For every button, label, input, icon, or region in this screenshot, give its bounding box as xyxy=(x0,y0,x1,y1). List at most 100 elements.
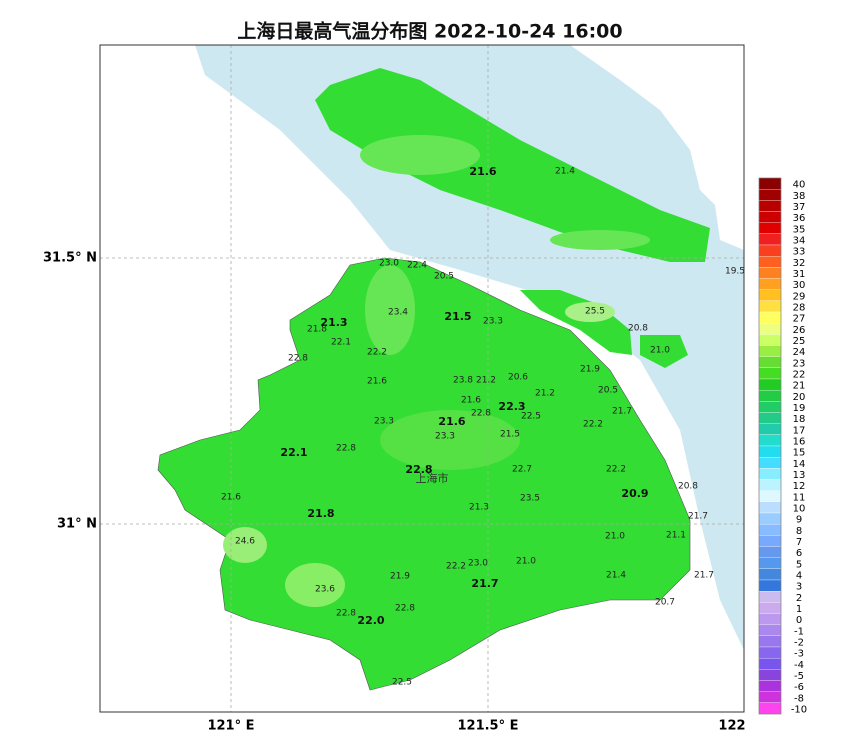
warm-patch xyxy=(565,302,615,322)
colorbar-swatch xyxy=(758,669,782,681)
colorbar-swatch xyxy=(758,323,782,335)
chongming xyxy=(315,68,710,262)
plot-frame xyxy=(99,44,745,713)
colorbar-label: 11 xyxy=(793,492,806,503)
station-value: 23.0 xyxy=(468,559,488,569)
colorbar-label: 4 xyxy=(796,570,802,581)
colorbar-swatch xyxy=(758,267,782,279)
colorbar-label: -3 xyxy=(794,649,804,660)
lon-label: 122 xyxy=(718,719,745,734)
colorbar-swatch xyxy=(758,591,782,603)
colorbar-label: 27 xyxy=(793,314,806,325)
colorbar-swatch xyxy=(758,702,782,715)
colorbar-label: 23 xyxy=(793,358,806,369)
colorbar-label: 6 xyxy=(796,548,802,559)
colorbar-swatch xyxy=(758,557,782,569)
district-value: 21.6 xyxy=(438,415,465,428)
title: 上海日最高气温分布图 2022-10-24 16:00 xyxy=(237,20,622,43)
station-value: 22.8 xyxy=(288,354,308,364)
colorbar-swatch xyxy=(758,546,782,558)
city-label: 上海市 xyxy=(416,471,449,485)
station-value: 21.3 xyxy=(469,503,489,513)
colorbar-swatch xyxy=(758,479,782,491)
colorbar-swatch xyxy=(758,423,782,435)
colorbar-swatch xyxy=(758,222,782,234)
colorbar-label: 28 xyxy=(793,302,806,313)
station-value: 23.4 xyxy=(388,308,408,318)
colorbar-label: 21 xyxy=(793,381,806,392)
station-value: 21.6 xyxy=(221,493,241,503)
colorbar-label: 37 xyxy=(793,202,806,213)
station-value: 22.5 xyxy=(392,678,412,688)
station-value: 23.8 xyxy=(453,376,473,386)
district-value: 21.8 xyxy=(307,507,334,520)
colorbar-swatch xyxy=(758,256,782,268)
colorbar-swatch xyxy=(758,300,782,313)
station-value: 23.5 xyxy=(520,494,540,504)
colorbar-label: 5 xyxy=(796,559,802,570)
warm-patch xyxy=(223,527,267,563)
colorbar-swatch xyxy=(758,501,782,514)
station-value: 22.4 xyxy=(407,261,427,271)
district-value: 22.0 xyxy=(357,614,384,627)
station-value: 22.7 xyxy=(512,465,532,475)
station-value: 23.6 xyxy=(315,585,335,595)
station-value: 21.4 xyxy=(606,571,626,581)
colorbar-label: 2 xyxy=(796,593,802,604)
colorbar-label: 31 xyxy=(793,269,806,280)
colorbar-swatch xyxy=(758,177,782,190)
colorbar-swatch xyxy=(758,390,782,402)
lon-label: 121.5° E xyxy=(457,719,518,734)
colorbar-swatch xyxy=(758,311,782,324)
station-value: 21.0 xyxy=(516,557,536,567)
colorbar-swatch xyxy=(758,691,782,703)
station-value: 21.7 xyxy=(694,571,714,581)
station-value: 22.5 xyxy=(521,412,541,422)
lat-label: 31.5° N xyxy=(43,251,97,266)
station-value: 23.0 xyxy=(379,259,399,269)
colorbar-swatch xyxy=(758,378,782,391)
district-value: 21.5 xyxy=(444,310,471,323)
colorbar-swatch xyxy=(758,278,782,290)
colorbar-label: 29 xyxy=(793,291,806,302)
colorbar-swatch xyxy=(758,680,782,692)
colorbar-swatch xyxy=(758,512,782,525)
station-value: 22.8 xyxy=(336,609,356,619)
station-value: 21.7 xyxy=(688,512,708,522)
station-value: 22.8 xyxy=(471,409,491,419)
colorbar-swatch xyxy=(758,200,782,212)
colorbar-swatch xyxy=(758,412,782,424)
colorbar-label: 3 xyxy=(796,582,802,593)
station-value: 21.9 xyxy=(390,572,410,582)
colorbar-label: 18 xyxy=(793,414,806,425)
station-value: 21.9 xyxy=(580,365,600,375)
colorbar-swatch xyxy=(758,613,782,625)
station-value: 22.2 xyxy=(367,348,387,358)
colorbar-swatch xyxy=(758,367,782,380)
north-bank xyxy=(600,45,744,200)
colorbar-label: 26 xyxy=(793,325,806,336)
colorbar-swatch xyxy=(758,579,782,592)
colorbar-swatch xyxy=(758,334,782,346)
colorbar-label: 20 xyxy=(793,392,806,403)
warm-patch xyxy=(380,410,520,470)
colorbar-swatch xyxy=(758,244,782,257)
colorbar-swatch xyxy=(758,457,782,469)
station-value: 21.4 xyxy=(555,167,575,177)
station-value: 20.7 xyxy=(655,598,675,608)
station-value: 25.5 xyxy=(585,307,605,317)
colorbar-swatch xyxy=(758,211,782,223)
colorbar-label: -2 xyxy=(794,637,804,648)
station-value: 22.2 xyxy=(446,562,466,572)
station-value: 20.8 xyxy=(628,324,648,334)
colorbar-swatch xyxy=(758,401,782,413)
colorbar-label: 35 xyxy=(793,224,806,235)
colorbar-label: 1 xyxy=(796,604,802,615)
colorbar-swatch xyxy=(758,568,782,581)
station-value: 20.5 xyxy=(434,272,454,282)
colorbar-label: 10 xyxy=(793,503,806,514)
station-value: 21.7 xyxy=(612,407,632,417)
colorbar-swatch xyxy=(758,635,782,648)
hengsha xyxy=(640,335,688,368)
colorbar-label: 9 xyxy=(796,515,802,526)
